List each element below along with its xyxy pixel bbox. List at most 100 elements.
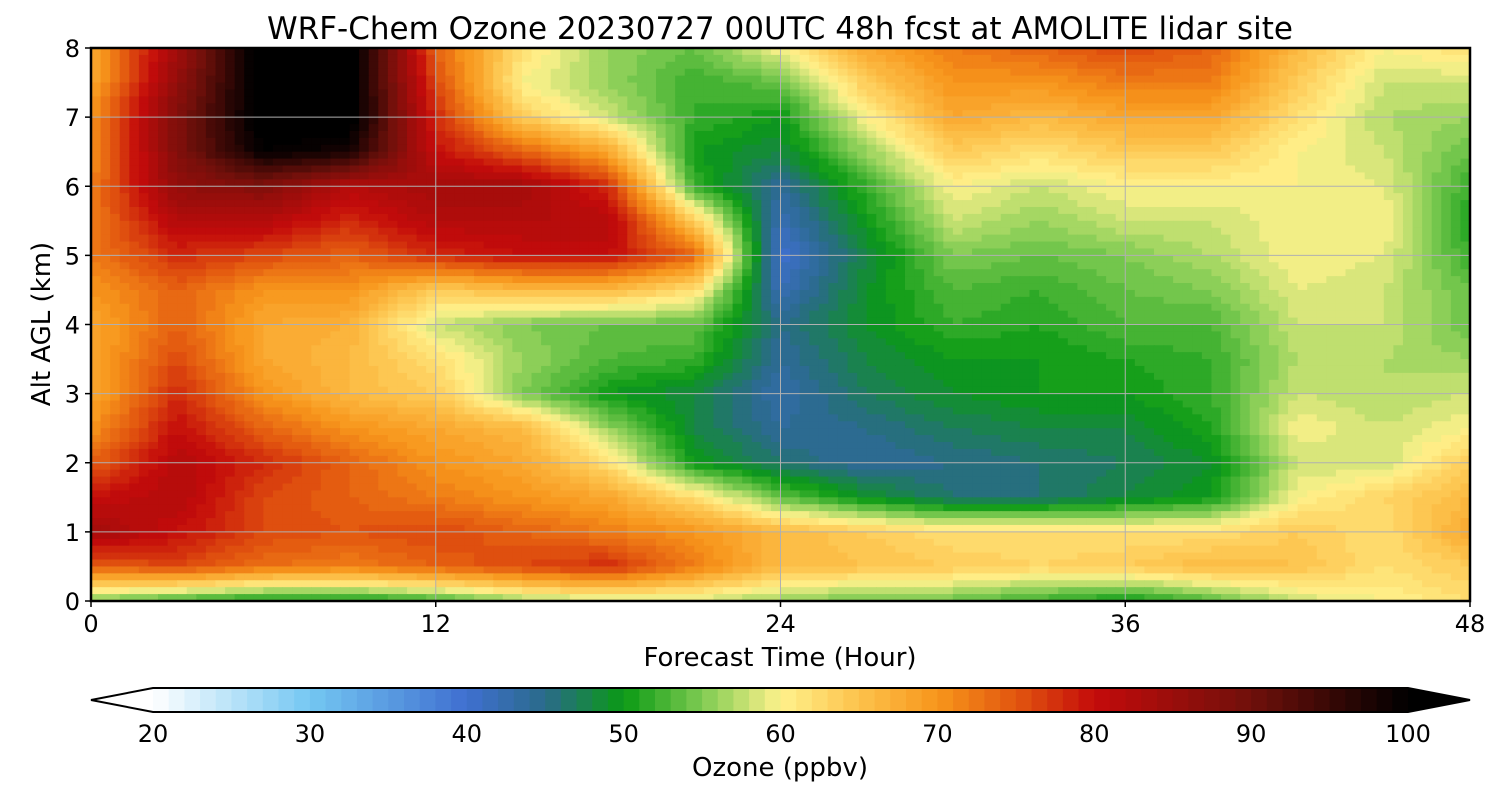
heatmap-cell	[129, 54, 140, 63]
heatmap-cell	[550, 179, 561, 187]
heatmap-cell	[1297, 206, 1308, 215]
heatmap-cell	[1039, 220, 1050, 229]
heatmap-cell	[1402, 130, 1414, 139]
heatmap-cell	[866, 82, 877, 91]
heatmap-cell	[1010, 158, 1021, 167]
heatmap-cell	[387, 193, 399, 201]
heatmap-cell	[761, 262, 772, 270]
heatmap-cell	[158, 82, 169, 91]
heatmap-cell	[972, 172, 983, 180]
heatmap-cell	[272, 96, 284, 104]
heatmap-cell	[1134, 54, 1146, 63]
heatmap-cell	[809, 206, 820, 215]
heatmap-cell	[119, 144, 130, 153]
heatmap-cell	[1230, 262, 1241, 270]
heatmap-cell	[186, 241, 197, 250]
heatmap-cell	[665, 234, 676, 243]
heatmap-cell	[1335, 186, 1347, 194]
heatmap-cell	[1211, 124, 1222, 132]
heatmap-cell	[225, 130, 236, 139]
heatmap-cell	[1048, 262, 1059, 270]
heatmap-cell	[713, 110, 724, 118]
heatmap-cell	[933, 117, 944, 125]
heatmap-cell	[1422, 172, 1433, 180]
heatmap-cell	[1412, 124, 1423, 132]
heatmap-cell	[1307, 179, 1318, 187]
heatmap-cell	[780, 96, 791, 104]
heatmap-cell	[196, 227, 207, 236]
heatmap-cell	[1173, 96, 1184, 104]
heatmap-cell	[828, 172, 839, 180]
heatmap-cell	[301, 241, 312, 250]
heatmap-cell	[119, 82, 130, 91]
heatmap-cell	[215, 96, 226, 104]
heatmap-cell	[866, 48, 877, 56]
heatmap-cell	[761, 124, 772, 132]
heatmap-cell	[148, 200, 159, 208]
heatmap-cell	[416, 193, 427, 201]
heatmap-cell	[138, 262, 150, 270]
heatmap-cell	[608, 82, 619, 91]
heatmap-cell	[272, 193, 284, 201]
heatmap-cell	[158, 241, 169, 250]
heatmap-cell	[91, 241, 102, 250]
heatmap-cell	[177, 276, 188, 284]
heatmap-cell	[1221, 96, 1232, 104]
heatmap-cell	[138, 241, 150, 250]
heatmap-cell	[818, 96, 829, 104]
heatmap-cell	[1240, 158, 1251, 167]
heatmap-cell	[349, 89, 360, 97]
heatmap-cell	[426, 248, 437, 256]
heatmap-cell	[397, 262, 408, 270]
heatmap-cell	[1441, 54, 1452, 63]
heatmap-cell	[790, 137, 801, 146]
heatmap-cell	[952, 172, 964, 180]
heatmap-cell	[656, 255, 667, 263]
heatmap-cell	[100, 48, 111, 56]
heatmap-cell	[339, 283, 351, 291]
heatmap-cell	[1278, 255, 1289, 263]
heatmap-cell	[483, 193, 494, 201]
heatmap-cell	[387, 200, 399, 208]
heatmap-cell	[675, 227, 686, 236]
heatmap-cell	[1450, 179, 1462, 187]
heatmap-cell	[445, 179, 456, 187]
heatmap-cell	[876, 130, 887, 139]
heatmap-cell	[904, 110, 916, 118]
heatmap-cell	[646, 241, 657, 250]
heatmap-cell	[904, 276, 916, 284]
heatmap-cell	[818, 137, 829, 146]
heatmap-cell	[1364, 165, 1375, 174]
heatmap-cell	[675, 213, 686, 222]
heatmap-cell	[569, 262, 580, 270]
heatmap-cell	[1211, 68, 1222, 77]
heatmap-cell	[866, 193, 877, 201]
heatmap-cell	[292, 110, 303, 118]
heatmap-cell	[416, 75, 427, 84]
heatmap-cell	[684, 186, 695, 194]
heatmap-cell	[1335, 117, 1347, 125]
heatmap-cell	[1106, 151, 1117, 160]
heatmap-cell	[646, 137, 657, 146]
heatmap-cell	[1163, 213, 1174, 222]
heatmap-cell	[1134, 137, 1146, 146]
heatmap-cell	[1153, 110, 1165, 118]
heatmap-cell	[1268, 137, 1280, 146]
heatmap-cell	[110, 48, 121, 56]
heatmap-cell	[847, 213, 858, 222]
heatmap-cell	[521, 165, 533, 174]
heatmap-cell	[407, 179, 418, 187]
heatmap-cell	[732, 241, 743, 250]
heatmap-cell	[138, 283, 150, 291]
heatmap-cell	[282, 269, 293, 277]
heatmap-cell	[119, 151, 130, 160]
heatmap-cell	[148, 130, 159, 139]
heatmap-cell	[215, 124, 226, 132]
heatmap-cell	[1077, 103, 1088, 111]
heatmap-cell	[1077, 165, 1088, 174]
heatmap-cell	[828, 54, 839, 63]
heatmap-cell	[1268, 186, 1280, 194]
heatmap-cell	[272, 158, 284, 167]
heatmap-cell	[1364, 248, 1375, 256]
heatmap-cell	[521, 144, 533, 153]
